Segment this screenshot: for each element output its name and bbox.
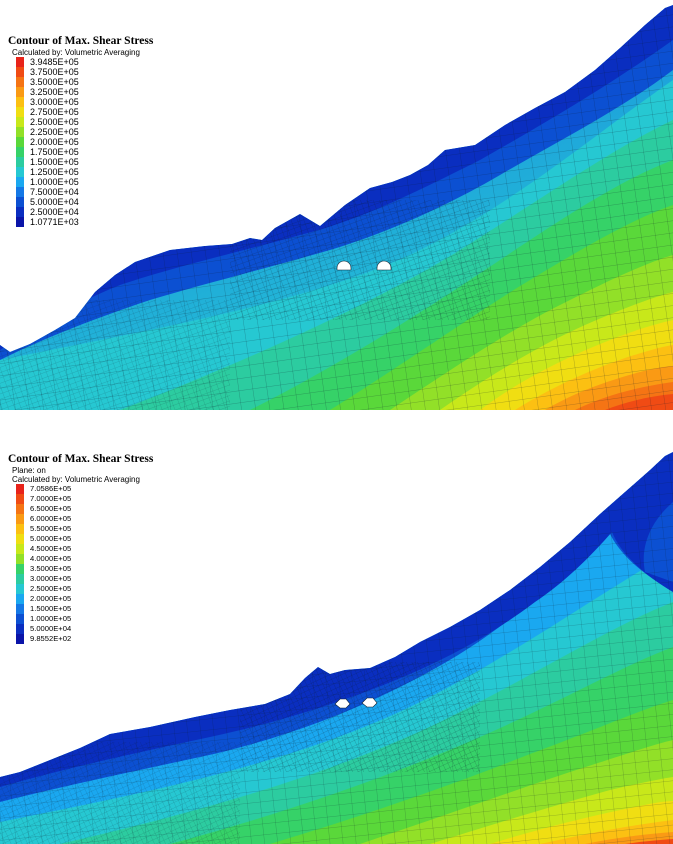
- scale-value: 2.5000E+04: [30, 207, 79, 217]
- scale-value: 6.5000E+05: [30, 504, 72, 513]
- color-swatch: [16, 97, 24, 107]
- color-swatch: [16, 67, 24, 77]
- scale-value: 3.7500E+05: [30, 67, 79, 77]
- color-swatch: [16, 187, 24, 197]
- scale-value: 7.0000E+05: [30, 494, 72, 503]
- contour-plot-2: Contour of Max. Shear Stress Plane: on C…: [0, 442, 673, 844]
- tunnel-right: [376, 260, 392, 271]
- plot-title: Contour of Max. Shear Stress: [8, 35, 154, 47]
- color-swatch: [16, 127, 24, 137]
- color-swatch: [16, 117, 24, 127]
- color-swatch: [16, 524, 24, 534]
- scale-value: 1.7500E+05: [30, 147, 79, 157]
- color-swatch: [16, 534, 24, 544]
- color-swatch: [16, 544, 24, 554]
- color-swatch: [16, 107, 24, 117]
- scale-value: 1.2500E+05: [30, 167, 79, 177]
- scale-value: 1.5000E+05: [30, 157, 79, 167]
- plot-title: Contour of Max. Shear Stress: [8, 453, 154, 465]
- color-swatch: [16, 554, 24, 564]
- color-swatch: [16, 157, 24, 167]
- color-swatch: [16, 147, 24, 157]
- color-swatch: [16, 624, 24, 634]
- scale-value: 3.9485E+05: [30, 57, 79, 67]
- mesh-contour-2: [0, 452, 673, 844]
- scale-value: 3.2500E+05: [30, 87, 79, 97]
- color-swatch: [16, 494, 24, 504]
- scale-value: 2.0000E+05: [30, 594, 72, 603]
- color-scale: 3.9485E+05 3.7500E+05 3.5000E+05 3.2500E+05…: [16, 57, 153, 229]
- color-scale: 7.0586E+05 7.0000E+05 6.5000E+05 6.0000E+05…: [16, 484, 153, 646]
- scale-labels: 3.9485E+05 3.7500E+05 3.5000E+05 3.2500E+05…: [30, 57, 79, 227]
- scale-value: 1.0000E+05: [30, 614, 72, 623]
- calc-method: Calculated by: Volumetric Averaging: [12, 48, 140, 57]
- scale-value: 1.0000E+05: [30, 177, 79, 187]
- color-bar: [16, 57, 24, 227]
- color-swatch: [16, 564, 24, 574]
- tunnel-left: [336, 260, 352, 271]
- scale-value: 5.0000E+05: [30, 534, 72, 543]
- color-swatch: [16, 574, 24, 584]
- color-swatch: [16, 614, 24, 624]
- color-swatch: [16, 504, 24, 514]
- tunnel-right: [361, 697, 378, 708]
- legend-1: Contour of Max. Shear Stress Calculated …: [8, 35, 153, 229]
- color-swatch: [16, 514, 24, 524]
- scale-value: 2.2500E+05: [30, 127, 79, 137]
- color-swatch: [16, 604, 24, 614]
- scale-value: 4.5000E+05: [30, 544, 72, 553]
- color-swatch: [16, 217, 24, 227]
- scale-value: 2.5000E+05: [30, 117, 79, 127]
- scale-value: 3.5000E+05: [30, 564, 72, 573]
- scale-value: 4.0000E+05: [30, 554, 72, 563]
- color-swatch: [16, 167, 24, 177]
- color-swatch: [16, 57, 24, 67]
- scale-value: 7.5000E+04: [30, 187, 79, 197]
- color-swatch: [16, 87, 24, 97]
- scale-value: 3.0000E+05: [30, 97, 79, 107]
- color-swatch: [16, 177, 24, 187]
- scale-value: 5.5000E+05: [30, 524, 72, 533]
- scale-value: 1.0771E+03: [30, 217, 79, 227]
- plane-label: Plane: on: [12, 466, 46, 475]
- color-swatch: [16, 584, 24, 594]
- color-swatch: [16, 197, 24, 207]
- scale-value: 2.7500E+05: [30, 107, 79, 117]
- scale-value: 7.0586E+05: [30, 484, 72, 493]
- color-swatch: [16, 207, 24, 217]
- scale-value: 1.5000E+05: [30, 604, 72, 613]
- color-swatch: [16, 77, 24, 87]
- scale-value: 9.8552E+02: [30, 634, 72, 643]
- scale-value: 2.0000E+05: [30, 137, 79, 147]
- scale-value: 6.0000E+05: [30, 514, 72, 523]
- scale-value: 3.0000E+05: [30, 574, 72, 583]
- scale-value: 3.5000E+05: [30, 77, 79, 87]
- color-swatch: [16, 634, 24, 644]
- scale-value: 5.0000E+04: [30, 624, 72, 633]
- color-swatch: [16, 594, 24, 604]
- scale-labels: 7.0586E+05 7.0000E+05 6.5000E+05 6.0000E+05…: [30, 484, 71, 644]
- legend-2: Contour of Max. Shear Stress Plane: on C…: [8, 453, 153, 646]
- color-swatch: [16, 137, 24, 147]
- calc-method: Calculated by: Volumetric Averaging: [12, 475, 140, 484]
- mesh-contour-1: [0, 5, 673, 410]
- color-swatch: [16, 484, 24, 494]
- contour-plot-1: Contour of Max. Shear Stress Calculated …: [0, 0, 673, 410]
- tunnel-left: [334, 698, 351, 709]
- scale-value: 2.5000E+05: [30, 584, 72, 593]
- color-bar: [16, 484, 24, 644]
- scale-value: 5.0000E+04: [30, 197, 79, 207]
